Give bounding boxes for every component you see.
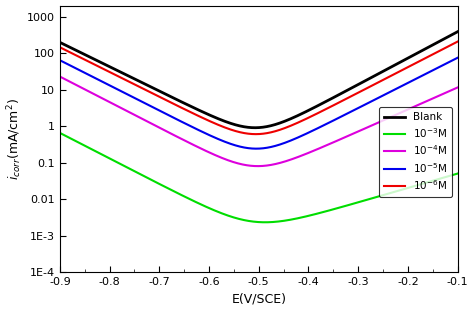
$10^{-4}$M [227, 159, 232, 163]
$10^{-4}$M [126, 110, 132, 114]
$10^{-4}$M [255, 164, 261, 168]
Blank [455, 30, 460, 34]
$10^{-6}$M [126, 80, 132, 84]
$10^{-4}$M [102, 98, 108, 102]
$10^{-6}$M [102, 68, 108, 72]
$10^{-6}$M [455, 40, 460, 44]
$10^{-3}$M [57, 131, 63, 135]
$10^{-3}$M [227, 214, 232, 218]
$10^{-5}$M [210, 135, 215, 138]
$10^{-5}$M [102, 81, 108, 85]
$10^{-5}$M [57, 58, 63, 62]
Blank [252, 126, 258, 130]
$10^{-5}$M [254, 147, 259, 151]
$10^{-3}$M [262, 220, 268, 224]
$10^{-5}$M [126, 93, 132, 97]
Legend: Blank, $10^{-3}$M, $10^{-4}$M, $10^{-5}$M, $10^{-6}$M: Blank, $10^{-3}$M, $10^{-4}$M, $10^{-5}$… [379, 107, 452, 197]
Blank [126, 74, 132, 78]
$10^{-4}$M [210, 152, 215, 156]
$10^{-4}$M [455, 86, 460, 89]
$10^{-6}$M [447, 44, 453, 47]
$10^{-6}$M [404, 66, 410, 69]
Line: $10^{-4}$M: $10^{-4}$M [60, 77, 457, 166]
$10^{-3}$M [447, 174, 453, 178]
Line: Blank: Blank [60, 32, 457, 128]
Line: $10^{-6}$M: $10^{-6}$M [60, 42, 457, 134]
$10^{-6}$M [253, 132, 259, 136]
Blank [404, 57, 410, 60]
$10^{-3}$M [404, 186, 410, 190]
Y-axis label: $i_{corr}$(mA/cm$^2$): $i_{corr}$(mA/cm$^2$) [6, 98, 24, 180]
$10^{-6}$M [57, 45, 63, 49]
$10^{-6}$M [210, 120, 215, 124]
$10^{-5}$M [404, 81, 410, 85]
$10^{-3}$M [126, 166, 132, 170]
$10^{-3}$M [210, 208, 215, 211]
Blank [57, 40, 63, 44]
$10^{-4}$M [447, 89, 453, 93]
Line: $10^{-3}$M: $10^{-3}$M [60, 133, 457, 222]
Blank [227, 121, 232, 125]
$10^{-3}$M [102, 154, 108, 158]
X-axis label: E(V/SCE): E(V/SCE) [231, 292, 286, 305]
$10^{-4}$M [57, 75, 63, 78]
$10^{-3}$M [455, 172, 460, 175]
Blank [447, 34, 453, 38]
$10^{-5}$M [447, 60, 453, 63]
Blank [210, 114, 215, 118]
$10^{-4}$M [404, 108, 410, 112]
$10^{-5}$M [455, 56, 460, 60]
$10^{-5}$M [227, 142, 232, 145]
$10^{-6}$M [227, 127, 232, 131]
Line: $10^{-5}$M: $10^{-5}$M [60, 58, 457, 149]
Blank [102, 63, 108, 67]
